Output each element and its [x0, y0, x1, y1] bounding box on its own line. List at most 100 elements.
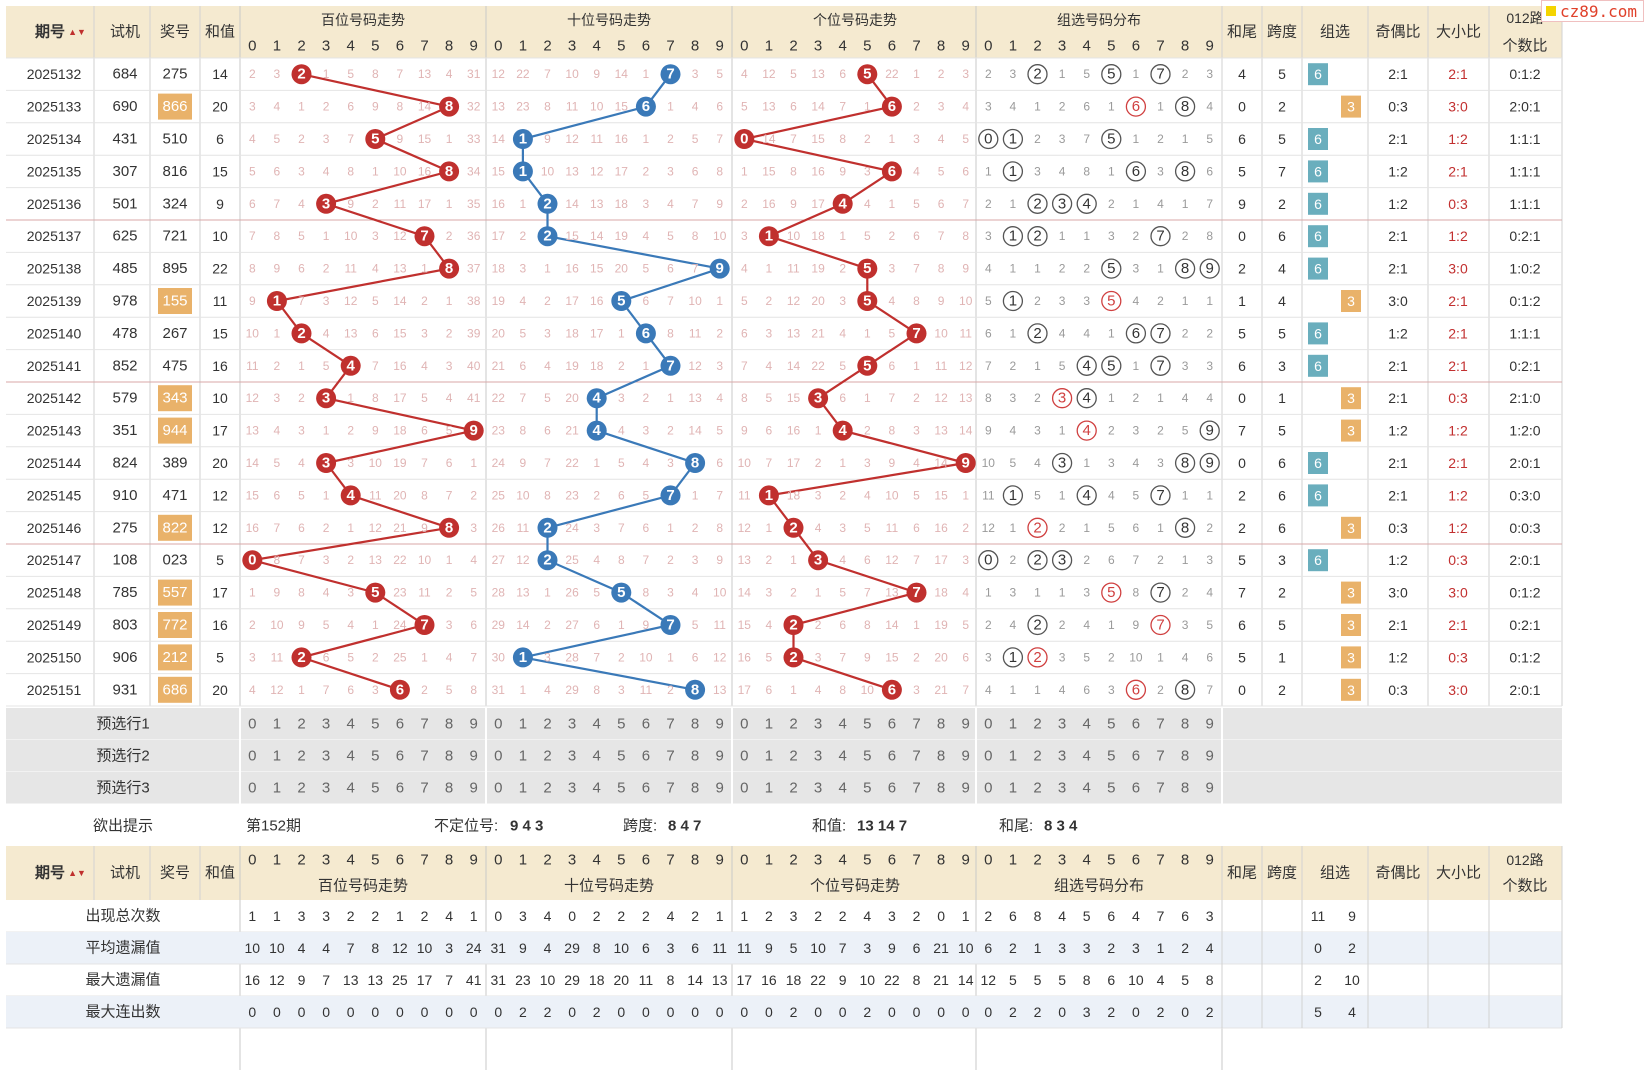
- select-digit[interactable]: 8: [691, 780, 699, 797]
- select-digit[interactable]: 8: [937, 716, 945, 733]
- select-digit[interactable]: 2: [1033, 716, 1041, 733]
- select-digit[interactable]: 9: [1206, 748, 1214, 765]
- select-digit[interactable]: 4: [347, 748, 355, 765]
- select-digit[interactable]: 2: [789, 716, 797, 733]
- select-digit[interactable]: 7: [1156, 748, 1164, 765]
- select-digit[interactable]: 8: [691, 748, 699, 765]
- select-digit[interactable]: 6: [642, 748, 650, 765]
- select-digit[interactable]: 6: [396, 716, 404, 733]
- select-digit[interactable]: 0: [984, 780, 992, 797]
- select-digit[interactable]: 4: [347, 780, 355, 797]
- select-digit[interactable]: 5: [617, 780, 625, 797]
- select-digit[interactable]: 9: [962, 748, 970, 765]
- select-digit[interactable]: 0: [494, 748, 502, 765]
- select-digit[interactable]: 1: [273, 716, 281, 733]
- select-digit[interactable]: 6: [396, 780, 404, 797]
- select-digit[interactable]: 5: [371, 716, 379, 733]
- select-digit[interactable]: 6: [1132, 716, 1140, 733]
- select-digit[interactable]: 9: [716, 748, 724, 765]
- select-digit[interactable]: 1: [273, 748, 281, 765]
- select-digit[interactable]: 6: [642, 716, 650, 733]
- select-digit[interactable]: 4: [839, 780, 847, 797]
- select-digit[interactable]: 1: [273, 780, 281, 797]
- select-digit[interactable]: 2: [297, 748, 305, 765]
- select-digit[interactable]: 6: [396, 748, 404, 765]
- select-digit[interactable]: 0: [984, 716, 992, 733]
- select-digit[interactable]: 1: [1009, 748, 1017, 765]
- select-digit[interactable]: 9: [716, 780, 724, 797]
- select-digit[interactable]: 1: [765, 748, 773, 765]
- select-digit[interactable]: 4: [839, 748, 847, 765]
- select-digit[interactable]: 7: [912, 748, 920, 765]
- select-digit[interactable]: 7: [912, 780, 920, 797]
- brand-badge[interactable]: cz89.com: [1540, 0, 1644, 22]
- select-digit[interactable]: 2: [543, 780, 551, 797]
- select-digit[interactable]: 9: [470, 748, 478, 765]
- select-digit[interactable]: 6: [1132, 780, 1140, 797]
- select-digit[interactable]: 8: [691, 716, 699, 733]
- select-digit[interactable]: 7: [420, 716, 428, 733]
- select-digit[interactable]: 8: [445, 780, 453, 797]
- select-digit[interactable]: 5: [617, 748, 625, 765]
- select-digit[interactable]: 8: [937, 748, 945, 765]
- select-digit[interactable]: 8: [937, 780, 945, 797]
- select-digit[interactable]: 4: [839, 716, 847, 733]
- select-digit[interactable]: 3: [1058, 716, 1066, 733]
- select-digit[interactable]: 6: [1132, 748, 1140, 765]
- select-digit[interactable]: 1: [519, 716, 527, 733]
- select-digit[interactable]: 1: [519, 780, 527, 797]
- select-digit[interactable]: 2: [1033, 780, 1041, 797]
- select-digit[interactable]: 4: [593, 716, 601, 733]
- select-digit[interactable]: 9: [716, 716, 724, 733]
- select-digit[interactable]: 0: [740, 716, 748, 733]
- select-digit[interactable]: 3: [322, 748, 330, 765]
- select-digit[interactable]: 5: [863, 716, 871, 733]
- select-digit[interactable]: 9: [962, 780, 970, 797]
- select-digit[interactable]: 4: [1083, 780, 1091, 797]
- select-digit[interactable]: 4: [593, 780, 601, 797]
- select-digit[interactable]: 2: [789, 748, 797, 765]
- select-digit[interactable]: 5: [1107, 780, 1115, 797]
- select-digit[interactable]: 2: [297, 716, 305, 733]
- select-digit[interactable]: 0: [984, 748, 992, 765]
- select-digit[interactable]: 8: [1181, 748, 1189, 765]
- select-digit[interactable]: 3: [814, 780, 822, 797]
- select-digit[interactable]: 5: [371, 748, 379, 765]
- select-digit[interactable]: 1: [1009, 716, 1017, 733]
- select-digit[interactable]: 2: [789, 780, 797, 797]
- select-digit[interactable]: 4: [593, 748, 601, 765]
- footer-sort-icon[interactable]: ▲▼: [68, 868, 86, 878]
- select-digit[interactable]: 3: [568, 716, 576, 733]
- select-digit[interactable]: 7: [420, 748, 428, 765]
- select-digit[interactable]: 3: [322, 780, 330, 797]
- select-digit[interactable]: 1: [765, 716, 773, 733]
- select-digit[interactable]: 9: [962, 716, 970, 733]
- select-digit[interactable]: 5: [371, 780, 379, 797]
- select-digit[interactable]: 6: [888, 716, 896, 733]
- select-digit[interactable]: 8: [445, 716, 453, 733]
- select-digit[interactable]: 2: [543, 716, 551, 733]
- select-digit[interactable]: 0: [740, 780, 748, 797]
- select-digit[interactable]: 1: [1009, 780, 1017, 797]
- select-digit[interactable]: 4: [1083, 716, 1091, 733]
- select-digit[interactable]: 3: [322, 716, 330, 733]
- select-digit[interactable]: 9: [470, 780, 478, 797]
- select-digit[interactable]: 7: [666, 748, 674, 765]
- select-digit[interactable]: 7: [666, 716, 674, 733]
- select-digit[interactable]: 9: [1206, 780, 1214, 797]
- select-digit[interactable]: 6: [642, 780, 650, 797]
- select-digit[interactable]: 7: [912, 716, 920, 733]
- select-digit[interactable]: 8: [1181, 780, 1189, 797]
- select-digit[interactable]: 8: [445, 748, 453, 765]
- select-digit[interactable]: 7: [1156, 716, 1164, 733]
- select-digit[interactable]: 2: [543, 748, 551, 765]
- select-digit[interactable]: 0: [494, 780, 502, 797]
- select-digit[interactable]: 4: [1083, 748, 1091, 765]
- select-digit[interactable]: 5: [617, 716, 625, 733]
- select-digit[interactable]: 7: [1156, 780, 1164, 797]
- select-digit[interactable]: 3: [1058, 780, 1066, 797]
- select-digit[interactable]: 3: [1058, 748, 1066, 765]
- select-digit[interactable]: 5: [863, 780, 871, 797]
- select-digit[interactable]: 1: [519, 748, 527, 765]
- select-digit[interactable]: 7: [666, 780, 674, 797]
